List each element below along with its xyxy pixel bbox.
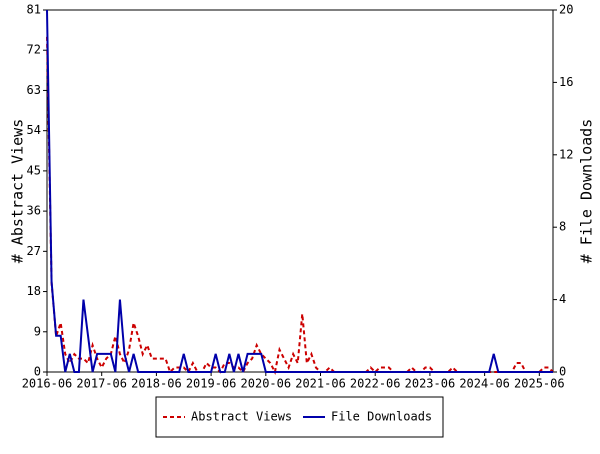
y2-tick-label: 0 [559,365,566,379]
y2-axis-label: # File Downloads [578,119,596,264]
y-tick-label: 18 [27,284,41,298]
y-tick-label: 36 [27,204,41,218]
y2-tick-label: 12 [559,147,573,161]
x-tick-label: 2019-06 [186,377,237,391]
x-tick-label: 2017-06 [76,377,127,391]
x-tick-label: 2024-06 [459,377,510,391]
series-line [46,9,553,373]
x-tick-label: 2025-06 [514,377,565,391]
y-tick-label: 0 [34,365,41,379]
y-tick-label: 45 [27,163,41,177]
x-tick-label: 2020-06 [241,377,292,391]
legend-label: File Downloads [331,410,432,424]
x-tick-label: 2016-06 [22,377,73,391]
y-tick-label: 81 [27,3,41,17]
y2-tick-label: 16 [559,75,573,89]
y-tick-label: 9 [34,324,41,338]
y-tick-label: 54 [27,123,41,137]
x-tick-label: 2021-06 [295,377,346,391]
x-tick-label: 2022-06 [350,377,401,391]
y2-tick-label: 8 [559,220,566,234]
y-tick-label: 72 [27,43,41,57]
y2-tick-label: 20 [559,3,573,17]
plot-frame [46,9,554,373]
y2-tick-label: 4 [559,292,566,306]
legend-label: Abstract Views [191,410,292,424]
series-line [46,36,554,376]
y-axis-label: # Abstract Views [9,119,27,264]
y-tick-label: 27 [27,244,41,258]
y-tick-label: 63 [27,83,41,97]
x-tick-label: 2023-06 [405,377,456,391]
x-tick-label: 2018-06 [131,377,182,391]
legend-box [155,396,444,438]
